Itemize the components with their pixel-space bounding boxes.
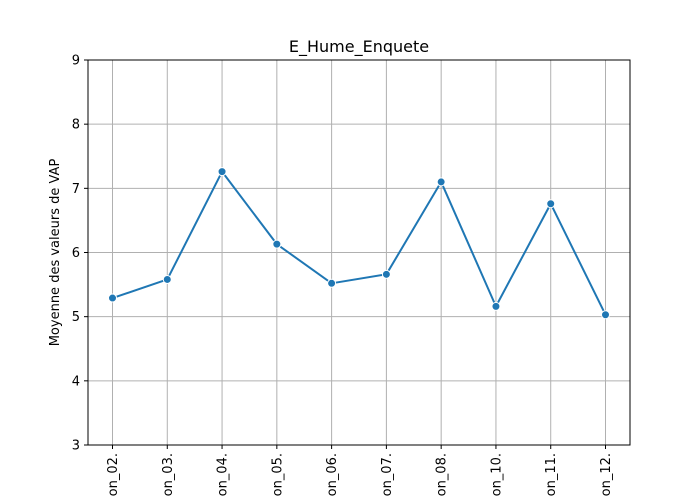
x-tick-label: on_06. (325, 453, 340, 496)
x-tick-label: on_12. (599, 453, 614, 496)
data-point (272, 239, 282, 249)
x-tick-label: on_08. (435, 453, 450, 496)
axis-layer: 3 4 5 6 7 8 9 on_02. on_03. on_04. on_05. on_06. on_… (72, 54, 614, 497)
y-tick-label: 4 (72, 374, 80, 389)
data-point (601, 310, 610, 320)
y-tick-label: 8 (72, 118, 80, 133)
y-tick-label: 3 (72, 439, 80, 454)
chart-title: E_Hume_Enquete (289, 37, 429, 57)
y-tick-label: 5 (72, 310, 80, 325)
data-point (217, 167, 227, 177)
data-point (108, 293, 117, 303)
x-tick-label: on_04. (216, 453, 231, 496)
series-layer (108, 167, 610, 320)
x-tick-label: on_02. (106, 453, 121, 496)
y-tick-label: 9 (72, 54, 80, 69)
series-line (112, 170, 607, 316)
grid-lines (88, 59, 630, 446)
y-axis-label: Moyenne des valeurs de VAP (48, 159, 63, 347)
x-tick-label: on_11. (544, 453, 559, 496)
y-tick-label: 6 (72, 246, 80, 261)
x-tick-label: on_10. (489, 453, 504, 496)
x-tick-label: on_05. (270, 453, 285, 496)
data-point (491, 301, 501, 311)
data-point (162, 274, 172, 284)
data-point (327, 278, 337, 288)
data-point (436, 177, 446, 187)
data-point (546, 199, 556, 209)
data-point (381, 269, 391, 279)
y-tick-label: 7 (72, 182, 80, 197)
x-tick-label: on_03. (161, 453, 176, 496)
x-tick-label: on_07. (380, 453, 395, 496)
